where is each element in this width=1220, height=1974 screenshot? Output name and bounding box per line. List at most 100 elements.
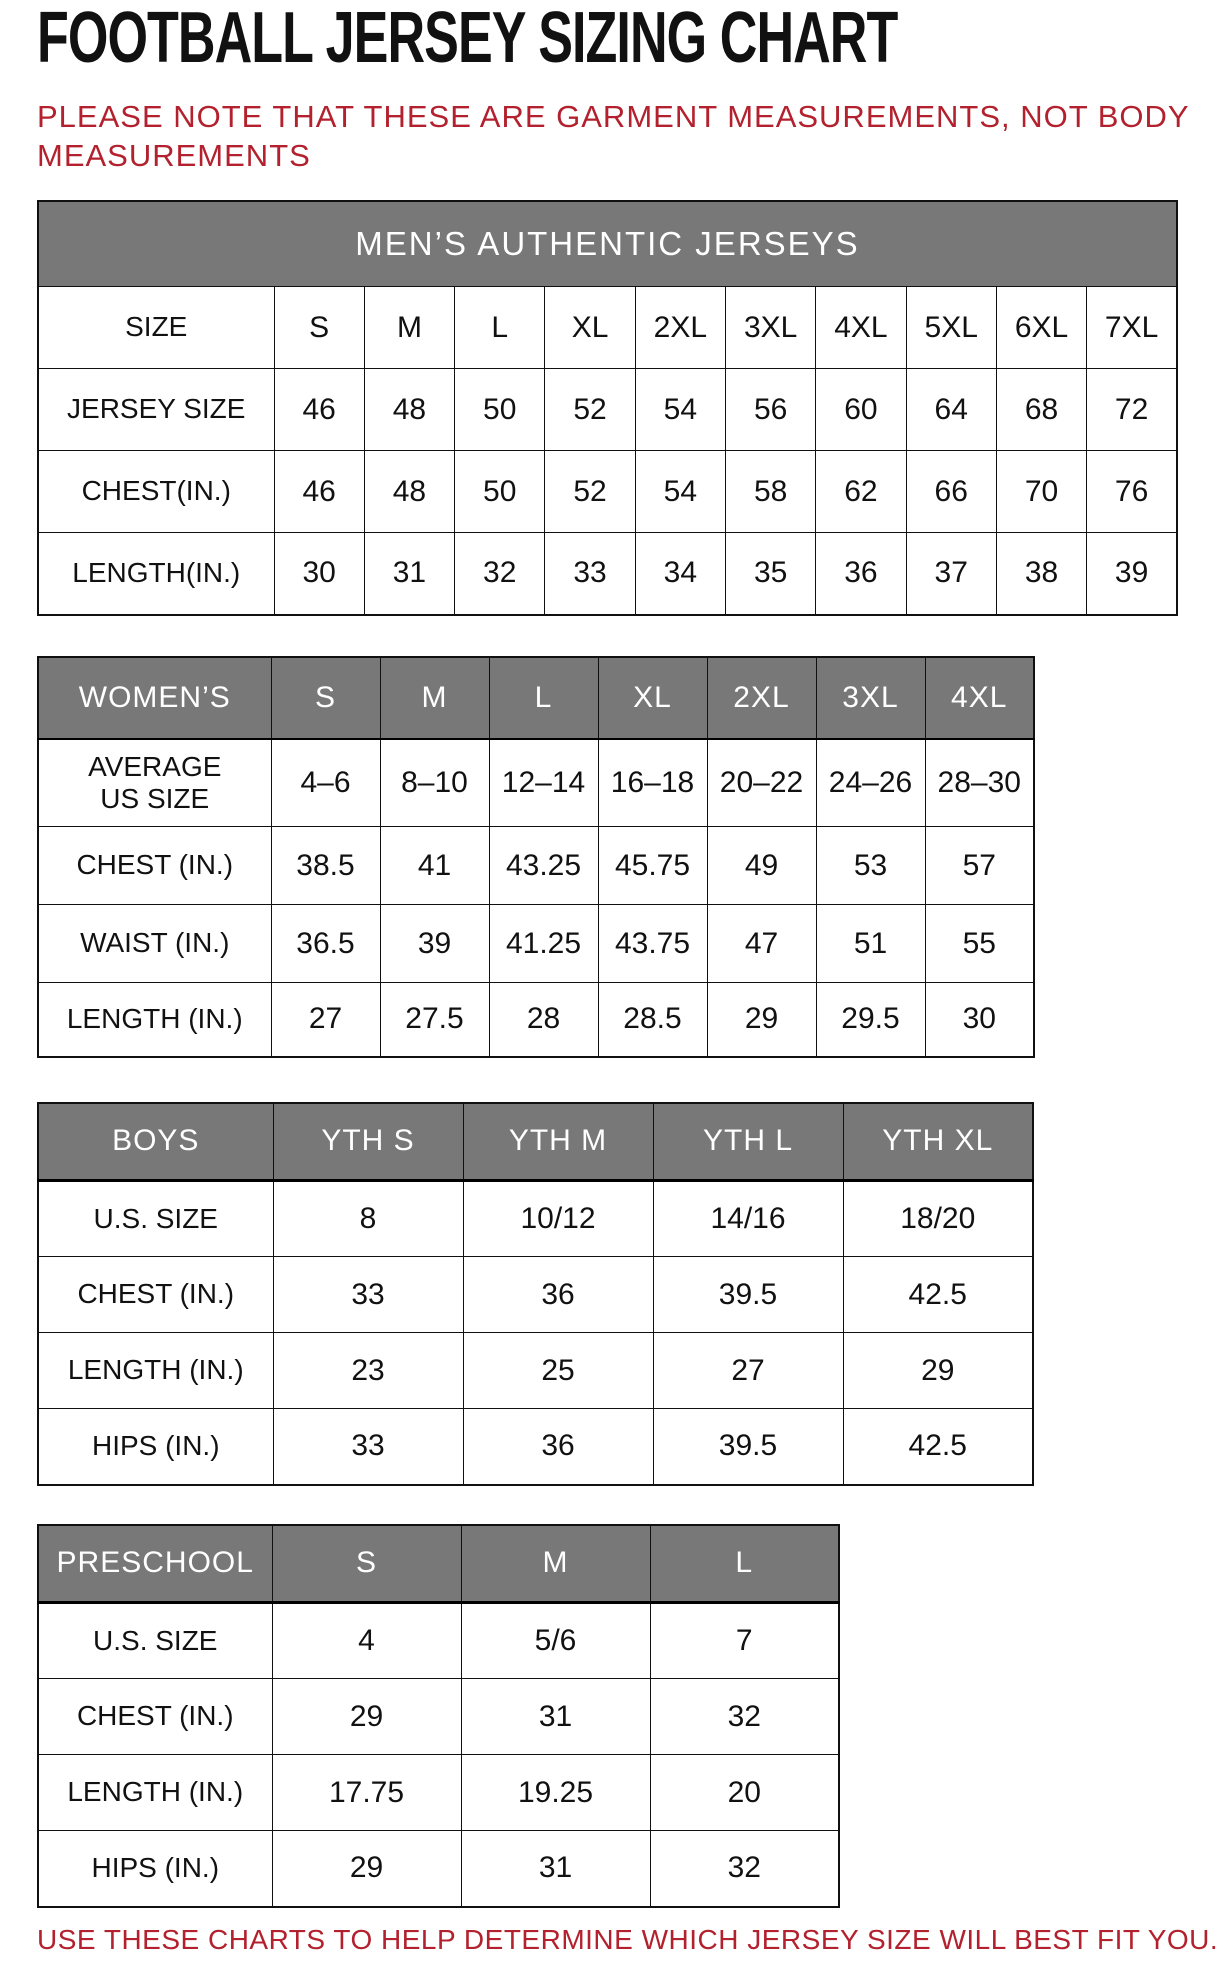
size-cell: 33 bbox=[544, 532, 636, 615]
note-line-2: MEASUREMENTS bbox=[37, 137, 311, 173]
table-row: U.S. SIZE 4 5/6 7 bbox=[37, 1602, 840, 1679]
size-cell: 27 bbox=[270, 982, 381, 1057]
size-cell: 16–18 bbox=[597, 738, 708, 827]
table-corner-label: PRESCHOOL bbox=[37, 1524, 273, 1604]
size-cell: 36 bbox=[815, 532, 907, 615]
size-cell: 2XL bbox=[634, 286, 726, 369]
size-cell: 36.5 bbox=[270, 904, 381, 983]
size-cell: 64 bbox=[905, 368, 997, 451]
size-cell: 27.5 bbox=[379, 982, 490, 1057]
table-row: WAIST (IN.) 36.5 39 41.25 43.75 47 51 55 bbox=[37, 904, 1035, 983]
size-cell: 39 bbox=[379, 904, 490, 983]
size-cell: 39 bbox=[1086, 532, 1178, 615]
size-cell: 36 bbox=[462, 1256, 654, 1333]
size-cell: 66 bbox=[905, 450, 997, 533]
size-cell: 29 bbox=[842, 1332, 1034, 1409]
size-cell: 62 bbox=[815, 450, 907, 533]
size-cell: 41.25 bbox=[488, 904, 599, 983]
size-cell: 8–10 bbox=[379, 738, 490, 827]
column-header: 2XL bbox=[706, 656, 817, 740]
size-cell: 17.75 bbox=[271, 1754, 462, 1831]
table-corner-label: BOYS bbox=[37, 1102, 274, 1182]
table-row: CHEST (IN.) 29 31 32 bbox=[37, 1678, 840, 1755]
size-cell: 8 bbox=[272, 1180, 464, 1257]
size-cell: 7XL bbox=[1086, 286, 1178, 369]
size-cell: 4XL bbox=[815, 286, 907, 369]
row-label: U.S. SIZE bbox=[37, 1602, 273, 1679]
column-header: L bbox=[649, 1524, 840, 1604]
table-header-row: BOYS YTH S YTH M YTH L YTH XL bbox=[37, 1102, 1034, 1182]
size-cell: 14/16 bbox=[652, 1180, 844, 1257]
size-cell: 32 bbox=[649, 1678, 840, 1755]
row-label: CHEST (IN.) bbox=[37, 1678, 273, 1755]
table-row: HIPS (IN.) 33 36 39.5 42.5 bbox=[37, 1408, 1034, 1485]
size-cell: 29.5 bbox=[815, 982, 926, 1057]
size-cell: 4 bbox=[271, 1602, 462, 1679]
size-cell: 48 bbox=[363, 368, 456, 451]
table-row: LENGTH (IN.) 17.75 19.25 20 bbox=[37, 1754, 840, 1831]
size-cell: 34 bbox=[634, 532, 726, 615]
table-corner-label: WOMEN’S bbox=[37, 656, 272, 740]
size-cell: 50 bbox=[454, 450, 546, 533]
size-cell: 24–26 bbox=[815, 738, 926, 827]
row-label: SIZE bbox=[37, 286, 275, 369]
row-label: LENGTH (IN.) bbox=[37, 982, 272, 1057]
table-header-row: MEN’S AUTHENTIC JERSEYS bbox=[37, 200, 1178, 287]
table-header-row: PRESCHOOL S M L bbox=[37, 1524, 840, 1604]
size-cell: 37 bbox=[905, 532, 997, 615]
size-cell: 10/12 bbox=[462, 1180, 654, 1257]
size-cell: 42.5 bbox=[842, 1256, 1034, 1333]
size-cell: 53 bbox=[815, 826, 926, 905]
size-cell: 31 bbox=[363, 532, 456, 615]
table-row: JERSEY SIZE 46 48 50 52 54 56 60 64 68 72 bbox=[37, 368, 1178, 451]
size-cell: 29 bbox=[271, 1830, 462, 1907]
column-header: YTH L bbox=[652, 1102, 844, 1182]
size-cell: 4–6 bbox=[270, 738, 381, 827]
size-cell: 29 bbox=[706, 982, 817, 1057]
row-label: CHEST(IN.) bbox=[37, 450, 275, 533]
row-label: LENGTH(IN.) bbox=[37, 532, 275, 615]
table-row: HIPS (IN.) 29 31 32 bbox=[37, 1830, 840, 1907]
womens-sizing-table: WOMEN’S S M L XL 2XL 3XL 4XL AVERAGE US SIZE 4–6 8… bbox=[37, 655, 1035, 1058]
table-row: LENGTH (IN.) 27 27.5 28 28.5 29 29.5 30 bbox=[37, 982, 1035, 1057]
size-cell: 3XL bbox=[724, 286, 817, 369]
row-label: LENGTH (IN.) bbox=[37, 1754, 273, 1831]
row-label: HIPS (IN.) bbox=[37, 1830, 273, 1907]
size-cell: 19.25 bbox=[460, 1754, 651, 1831]
size-cell: 42.5 bbox=[842, 1408, 1034, 1485]
size-cell: 33 bbox=[272, 1256, 464, 1333]
size-cell: 60 bbox=[815, 368, 907, 451]
size-cell: 46 bbox=[273, 450, 365, 533]
size-cell: 72 bbox=[1086, 368, 1178, 451]
size-cell: 54 bbox=[634, 368, 726, 451]
mens-authentic-jerseys-table: MEN’S AUTHENTIC JERSEYS SIZE S M L XL 2XL 3XL 4X… bbox=[37, 199, 1178, 616]
size-cell: L bbox=[454, 286, 546, 369]
footer-note: USE THESE CHARTS TO HELP DETERMINE WHICH… bbox=[37, 1923, 1219, 1955]
size-cell: 39.5 bbox=[652, 1408, 844, 1485]
size-cell: 52 bbox=[544, 368, 636, 451]
size-cell: 39.5 bbox=[652, 1256, 844, 1333]
row-label: WAIST (IN.) bbox=[37, 904, 272, 983]
size-cell: 47 bbox=[706, 904, 817, 983]
table-row: LENGTH (IN.) 23 25 27 29 bbox=[37, 1332, 1034, 1409]
size-cell: 45.75 bbox=[597, 826, 708, 905]
size-cell: 20–22 bbox=[706, 738, 817, 827]
column-header: YTH M bbox=[462, 1102, 654, 1182]
size-cell: 31 bbox=[460, 1678, 651, 1755]
size-cell: 57 bbox=[924, 826, 1035, 905]
row-label: U.S. SIZE bbox=[37, 1180, 274, 1257]
column-header: YTH XL bbox=[842, 1102, 1034, 1182]
table-title-banner: MEN’S AUTHENTIC JERSEYS bbox=[37, 200, 1178, 287]
size-cell: 68 bbox=[995, 368, 1088, 451]
size-cell: 55 bbox=[924, 904, 1035, 983]
size-cell: 48 bbox=[363, 450, 456, 533]
column-header: 4XL bbox=[924, 656, 1035, 740]
size-cell: 29 bbox=[271, 1678, 462, 1755]
column-header: 3XL bbox=[815, 656, 926, 740]
size-cell: 54 bbox=[634, 450, 726, 533]
size-cell: 51 bbox=[815, 904, 926, 983]
size-cell: 35 bbox=[724, 532, 817, 615]
column-header: L bbox=[488, 656, 599, 740]
row-label: CHEST (IN.) bbox=[37, 826, 272, 905]
